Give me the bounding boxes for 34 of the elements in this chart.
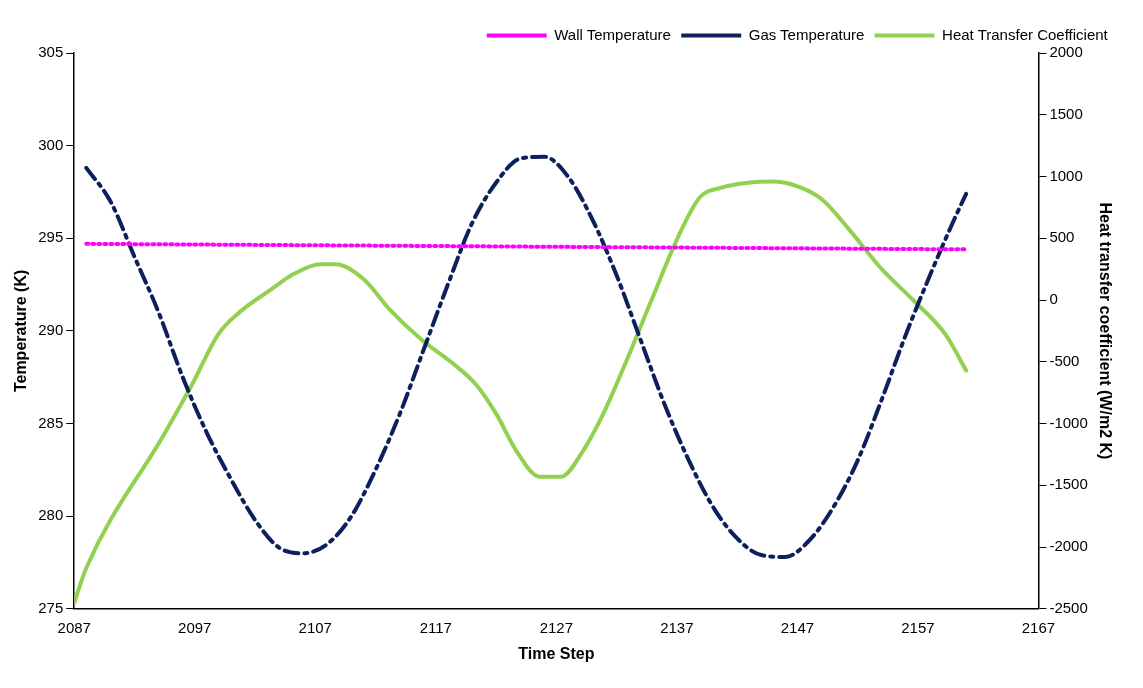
y2-tick-label: -1000 bbox=[1049, 413, 1088, 431]
x-tick-label: 2147 bbox=[780, 618, 815, 636]
y-tick-label: 275 bbox=[38, 598, 64, 616]
y-tick-label: 305 bbox=[38, 43, 64, 61]
y2-tick-label: 1000 bbox=[1049, 166, 1083, 184]
x-tick-label: 2157 bbox=[901, 618, 935, 636]
y-tick-label: 285 bbox=[38, 413, 64, 431]
x-tick-label: 2137 bbox=[660, 618, 694, 636]
y2-axis-title: Heat transfer coefficient (W/m2 K) bbox=[1096, 202, 1114, 460]
x-tick-label: 2167 bbox=[1021, 618, 1056, 636]
legend-label: Wall Temperature bbox=[554, 25, 671, 43]
x-tick-label: 2087 bbox=[57, 618, 91, 636]
y-tick-label: 280 bbox=[38, 506, 64, 524]
line-series bbox=[84, 154, 969, 559]
legend-label: Gas Temperature bbox=[748, 25, 865, 43]
y2-tick-label: -2000 bbox=[1049, 537, 1088, 555]
y-tick-label: 295 bbox=[38, 228, 64, 246]
legend-label: Heat Transfer Coefficient bbox=[942, 25, 1109, 43]
y2-tick-label: 500 bbox=[1049, 228, 1075, 246]
y2-tick-label: 1500 bbox=[1049, 104, 1083, 122]
x-tick-label: 2097 bbox=[178, 618, 212, 636]
x-axis-title: Time Step bbox=[518, 644, 595, 662]
x-tick-label: 2107 bbox=[298, 618, 332, 636]
y2-tick-label: -2500 bbox=[1049, 598, 1088, 616]
line-series bbox=[74, 179, 969, 605]
y-tick-label: 300 bbox=[38, 135, 64, 153]
y2-tick-label: -1500 bbox=[1049, 475, 1088, 493]
y2-tick-label: -500 bbox=[1049, 351, 1080, 369]
x-tick-label: 2117 bbox=[419, 618, 452, 636]
y2-tick-label: 2000 bbox=[1049, 43, 1083, 61]
y-axis-title: Temperature (K) bbox=[12, 269, 30, 393]
y-tick-label: 290 bbox=[38, 321, 64, 339]
y2-tick-label: 0 bbox=[1049, 290, 1058, 308]
x-tick-label: 2127 bbox=[539, 618, 574, 636]
